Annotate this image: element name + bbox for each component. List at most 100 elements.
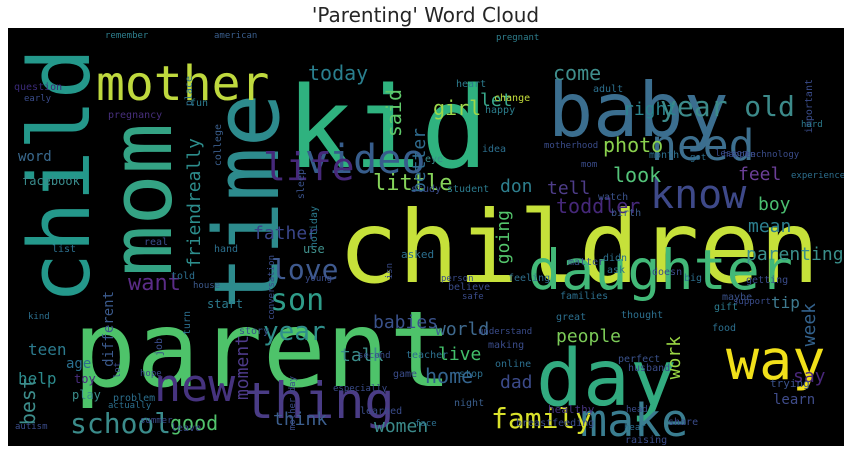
- cloud-word: trying: [770, 377, 810, 390]
- cloud-word: learned: [360, 406, 403, 417]
- cloud-word: healthy: [548, 403, 595, 416]
- cloud-word: job: [154, 338, 165, 357]
- cloud-word: american: [214, 31, 258, 41]
- cloud-word: lot: [113, 362, 123, 379]
- cloud-word: support: [733, 297, 771, 307]
- cloud-word: college: [213, 124, 224, 167]
- cloud-word: tell: [547, 178, 591, 199]
- cloud-word: kid: [286, 64, 489, 194]
- cloud-word: week: [799, 303, 820, 347]
- cloud-word: fun: [190, 98, 209, 109]
- cloud-word: safe: [462, 292, 484, 302]
- cloud-word: eye: [425, 154, 444, 165]
- cloud-word: life: [263, 145, 355, 189]
- cloud-word: food: [712, 323, 737, 334]
- cloud-word: toddler: [556, 194, 641, 218]
- cloud-word: different: [101, 291, 117, 367]
- cloud-word: family: [491, 402, 593, 435]
- cloud-word: feeling: [508, 273, 551, 284]
- cloud-word: want: [128, 271, 181, 296]
- cloud-word: night: [454, 398, 485, 409]
- cloud-word: know: [650, 172, 747, 218]
- cloud-word: early: [24, 94, 52, 104]
- cloud-word: list: [52, 244, 77, 255]
- cloud-word: tip: [771, 293, 800, 312]
- cloud-word: hand: [214, 244, 239, 255]
- cloud-word: son: [270, 283, 325, 318]
- cloud-word: boy: [758, 194, 791, 215]
- cloud-word: face: [415, 419, 437, 429]
- cloud-word: girl: [433, 96, 482, 120]
- cloud-word: autism: [15, 422, 48, 432]
- cloud-word: idea: [482, 144, 507, 155]
- cloud-word: young: [305, 274, 333, 284]
- cloud-word: ask: [607, 265, 626, 276]
- cloud-word: parenting: [746, 244, 844, 265]
- cloud-word: sleep: [296, 169, 307, 200]
- cloud-word: babies: [373, 312, 439, 333]
- cloud-word: help: [18, 369, 57, 388]
- cloud-word: hard: [801, 120, 823, 130]
- cloud-word: parent: [73, 289, 453, 411]
- cloud-word: husband: [628, 363, 671, 374]
- cloud-word: experience: [791, 171, 844, 181]
- cloud-word: friendreally: [184, 138, 205, 269]
- cloud-word: person: [441, 274, 474, 284]
- cloud-word: video: [305, 137, 426, 183]
- cloud-word: maybe: [722, 292, 753, 303]
- cloud-word: daughter: [528, 238, 793, 302]
- cloud-word: talk: [340, 345, 384, 366]
- cloud-word: matter: [568, 257, 605, 268]
- cloud-word: year: [263, 317, 326, 347]
- cloud-word: best: [16, 377, 40, 426]
- cloud-word: big: [684, 273, 703, 284]
- cloud-word: women: [374, 416, 429, 437]
- cloud-word: mean: [748, 216, 792, 237]
- cloud-word: hope: [140, 369, 162, 379]
- cloud-word: people: [556, 326, 622, 347]
- cloud-word: dad: [500, 372, 533, 393]
- cloud-word: share: [668, 417, 699, 428]
- cloud-word: today: [308, 61, 369, 85]
- cloud-word: moment: [232, 335, 253, 401]
- cloud-word: breastfeeding: [516, 418, 595, 429]
- cloud-word: year old: [660, 90, 795, 123]
- cloud-word: teen: [28, 340, 67, 359]
- cloud-word: make: [580, 394, 689, 446]
- cloud-word: start: [207, 297, 244, 311]
- cloud-word: making: [488, 340, 525, 351]
- cloud-word: got: [690, 153, 707, 163]
- cloud-word: little: [373, 171, 453, 196]
- cloud-word: student: [447, 184, 490, 195]
- cloud-word: real: [144, 237, 169, 248]
- cloud-word: live: [438, 344, 482, 365]
- cloud-word: summer: [140, 416, 173, 426]
- cloud-word: game: [393, 369, 418, 380]
- cloud-word: doesn: [652, 267, 683, 278]
- cloud-word: mom: [581, 160, 598, 170]
- cloud-word: feel: [738, 164, 782, 185]
- cloud-word: change: [494, 93, 531, 104]
- word-cloud: children parent kid baby time mom child day daug…: [8, 28, 844, 446]
- cloud-word: study: [411, 184, 442, 195]
- cloud-word: told: [171, 271, 196, 282]
- cloud-word: understand: [478, 327, 533, 337]
- cloud-word: new: [154, 359, 236, 412]
- cloud-word: asked: [401, 248, 435, 261]
- cloud-word: turn: [182, 311, 193, 336]
- cloud-word: day: [536, 334, 677, 424]
- cloud-word: mom: [93, 123, 192, 277]
- cloud-word: holiday: [309, 206, 320, 249]
- cloud-word: technology: [745, 150, 800, 160]
- cloud-word: thought: [621, 310, 664, 321]
- cloud-word: toy: [74, 372, 96, 386]
- chart-title: 'Parenting' Word Cloud: [311, 3, 540, 27]
- cloud-word: adult: [593, 84, 624, 95]
- cloud-word: leave: [171, 423, 202, 434]
- cloud-word: word: [18, 149, 52, 165]
- cloud-word: come: [553, 61, 602, 85]
- cloud-word: house: [193, 281, 221, 291]
- cloud-word: hear: [624, 423, 646, 433]
- cloud-word: especially: [333, 384, 388, 394]
- cloud-word: say: [793, 366, 826, 387]
